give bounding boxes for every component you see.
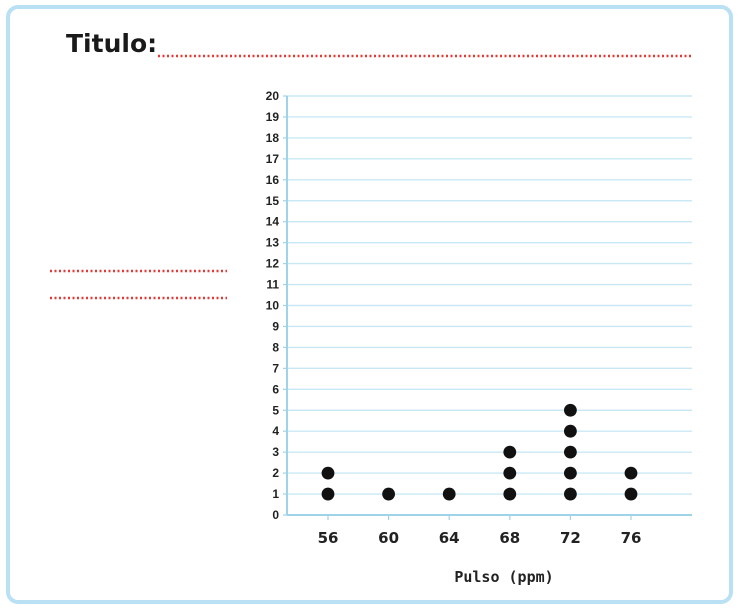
y-tick-label: 4 xyxy=(272,424,279,438)
data-dot xyxy=(382,487,395,501)
y-tick-label: 5 xyxy=(272,403,279,417)
y-tick-label: 10 xyxy=(266,299,280,313)
y-tick-label: 19 xyxy=(266,110,280,124)
x-tick-labels: 56 60 64 68 72 76 xyxy=(318,529,642,547)
data-dot xyxy=(442,487,456,501)
data-dot xyxy=(564,466,577,480)
data-dot xyxy=(564,445,577,459)
data-dot xyxy=(564,424,577,438)
y-tick-label: 8 xyxy=(272,340,279,354)
data-dot xyxy=(564,487,577,501)
y-tick-label: 11 xyxy=(266,278,279,292)
y-tick-label: 12 xyxy=(266,257,280,271)
data-dots xyxy=(321,403,638,501)
y-tick-label: 16 xyxy=(266,173,280,187)
data-dot xyxy=(564,403,577,417)
y-tick-label: 18 xyxy=(266,131,280,145)
x-tick-label: 72 xyxy=(560,529,581,547)
y-tick-label: 7 xyxy=(272,361,279,375)
data-dot xyxy=(321,466,335,480)
y-tick-label: 2 xyxy=(272,466,279,480)
worksheet-frame xyxy=(6,5,733,604)
data-dot xyxy=(321,487,335,501)
data-dot xyxy=(503,487,517,501)
y-tick-label: 1 xyxy=(272,487,279,501)
x-tick-label: 68 xyxy=(499,529,520,547)
x-axis-label: Pulso (ppm) xyxy=(454,568,553,586)
data-dot xyxy=(503,445,517,459)
data-dot xyxy=(503,466,517,480)
x-tick-label: 56 xyxy=(318,529,339,547)
y-tick-label: 20 xyxy=(266,89,280,103)
grid-lines xyxy=(283,95,692,516)
x-tick-label: 76 xyxy=(621,529,642,547)
data-dot xyxy=(624,487,638,501)
y-tick-label: 6 xyxy=(272,382,279,396)
y-tick-label: 13 xyxy=(266,236,280,250)
y-tick-label: 0 xyxy=(272,508,279,522)
y-tick-label: 9 xyxy=(272,319,279,333)
x-tick-label: 64 xyxy=(439,529,460,547)
x-tick-label: 60 xyxy=(378,529,399,547)
y-tick-label: 14 xyxy=(266,215,280,229)
y-tick-label: 15 xyxy=(266,194,280,208)
title-prompt: Titulo: xyxy=(66,29,157,58)
data-dot xyxy=(624,466,638,480)
axes xyxy=(286,96,692,520)
y-tick-label: 17 xyxy=(266,152,280,166)
y-tick-label: 3 xyxy=(272,445,279,459)
